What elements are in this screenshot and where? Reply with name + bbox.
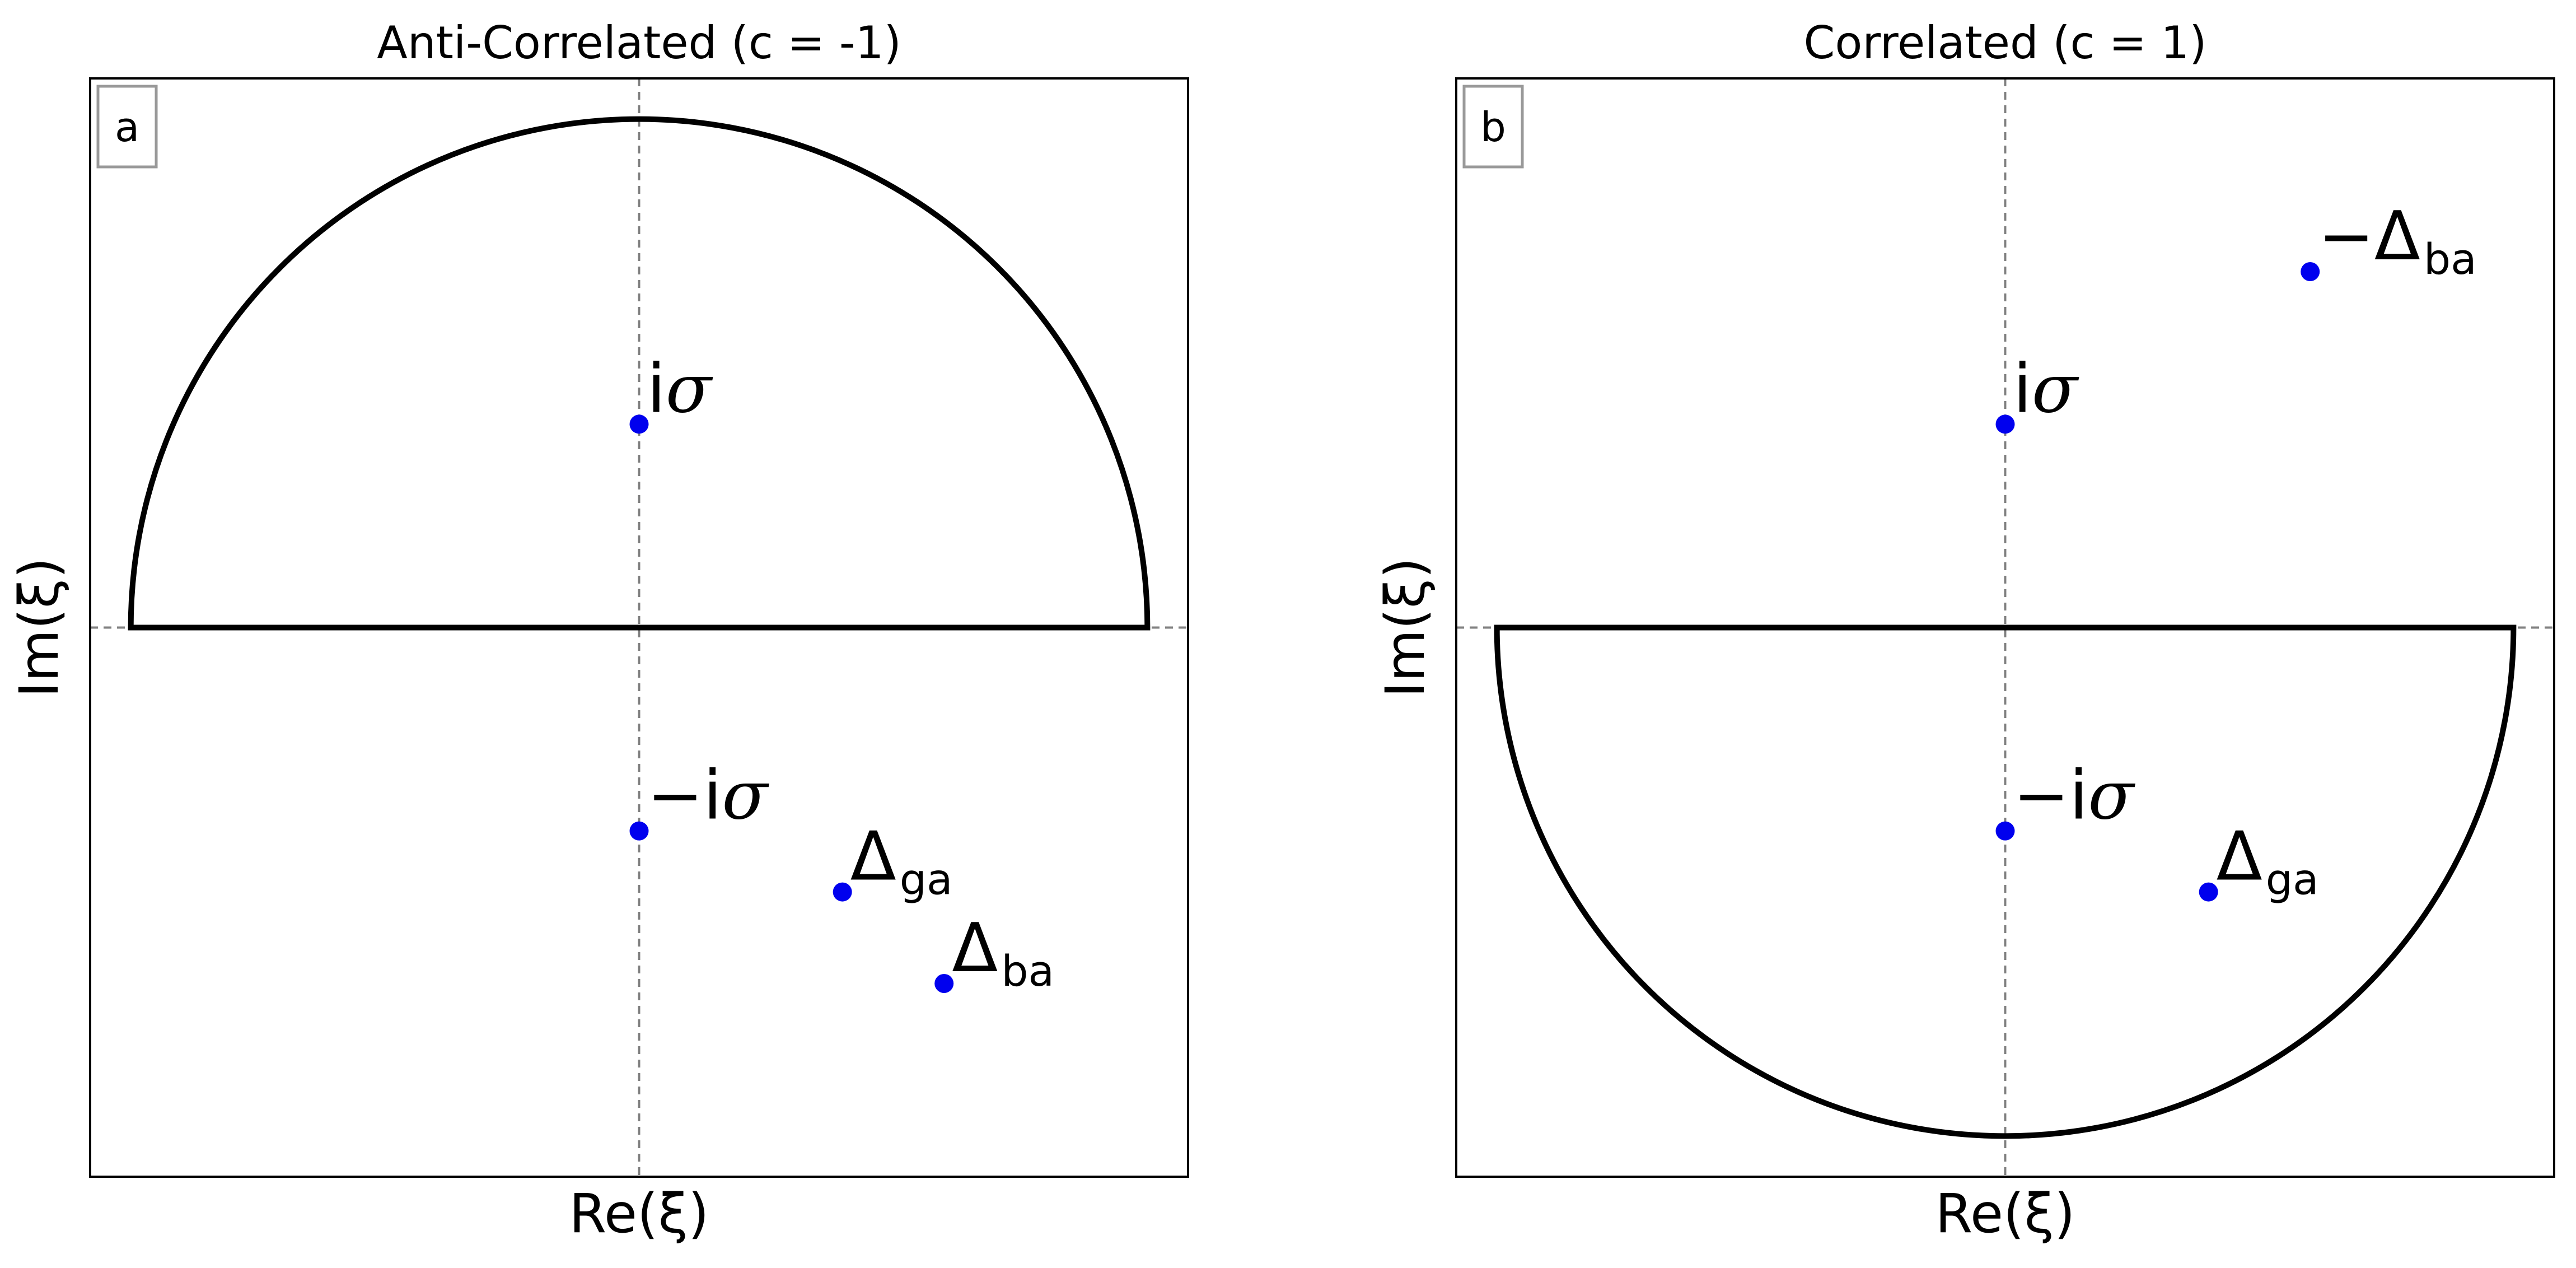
data-point (2301, 262, 2320, 281)
panel-b: b Correlated (c = 1) Re(ξ) Im(ξ) −Δba iσ −iσ Δg… (1374, 17, 2555, 1245)
contour-semicircle (128, 116, 1151, 631)
data-point (1995, 821, 2015, 841)
data-point-label: iσ (647, 350, 713, 428)
contour-semicircle (1494, 624, 2517, 1139)
y-axis-label: Im(ξ) (1374, 557, 1437, 697)
axes-frame (89, 77, 1189, 1178)
chart-title: Anti-Correlated (c = -1) (377, 17, 901, 69)
panel-letter-box: b (1462, 85, 1524, 169)
panel-letter: b (1480, 104, 1506, 151)
data-point-label: −Δba (2318, 198, 2476, 284)
panel-letter-box: a (96, 85, 158, 169)
y-axis-label: Im(ξ) (8, 557, 71, 697)
data-point (934, 974, 954, 994)
x-axis-label: Re(ξ) (1935, 1182, 2075, 1245)
panel-letter: a (115, 104, 139, 151)
data-point (629, 821, 649, 841)
data-point (629, 414, 649, 434)
axes-frame (1455, 77, 2555, 1178)
data-point-label: −iσ (2013, 757, 2136, 835)
data-point (2199, 882, 2218, 902)
chart-title: Correlated (c = 1) (1804, 17, 2207, 69)
data-point (1995, 414, 2015, 434)
panel-a: a Anti-Correlated (c = -1) Re(ξ) Im(ξ) iσ −iσ… (8, 17, 1189, 1245)
panel-letter-frame (96, 85, 158, 169)
data-point-label: Δga (850, 818, 953, 905)
data-point (833, 882, 852, 902)
panel-letter-frame (1462, 85, 1524, 169)
data-point-label: Δba (952, 910, 1054, 996)
data-point-label: iσ (2013, 350, 2079, 428)
x-axis-label: Re(ξ) (569, 1182, 709, 1245)
data-point-label: −iσ (647, 757, 770, 835)
data-point-label: Δga (2217, 818, 2319, 905)
